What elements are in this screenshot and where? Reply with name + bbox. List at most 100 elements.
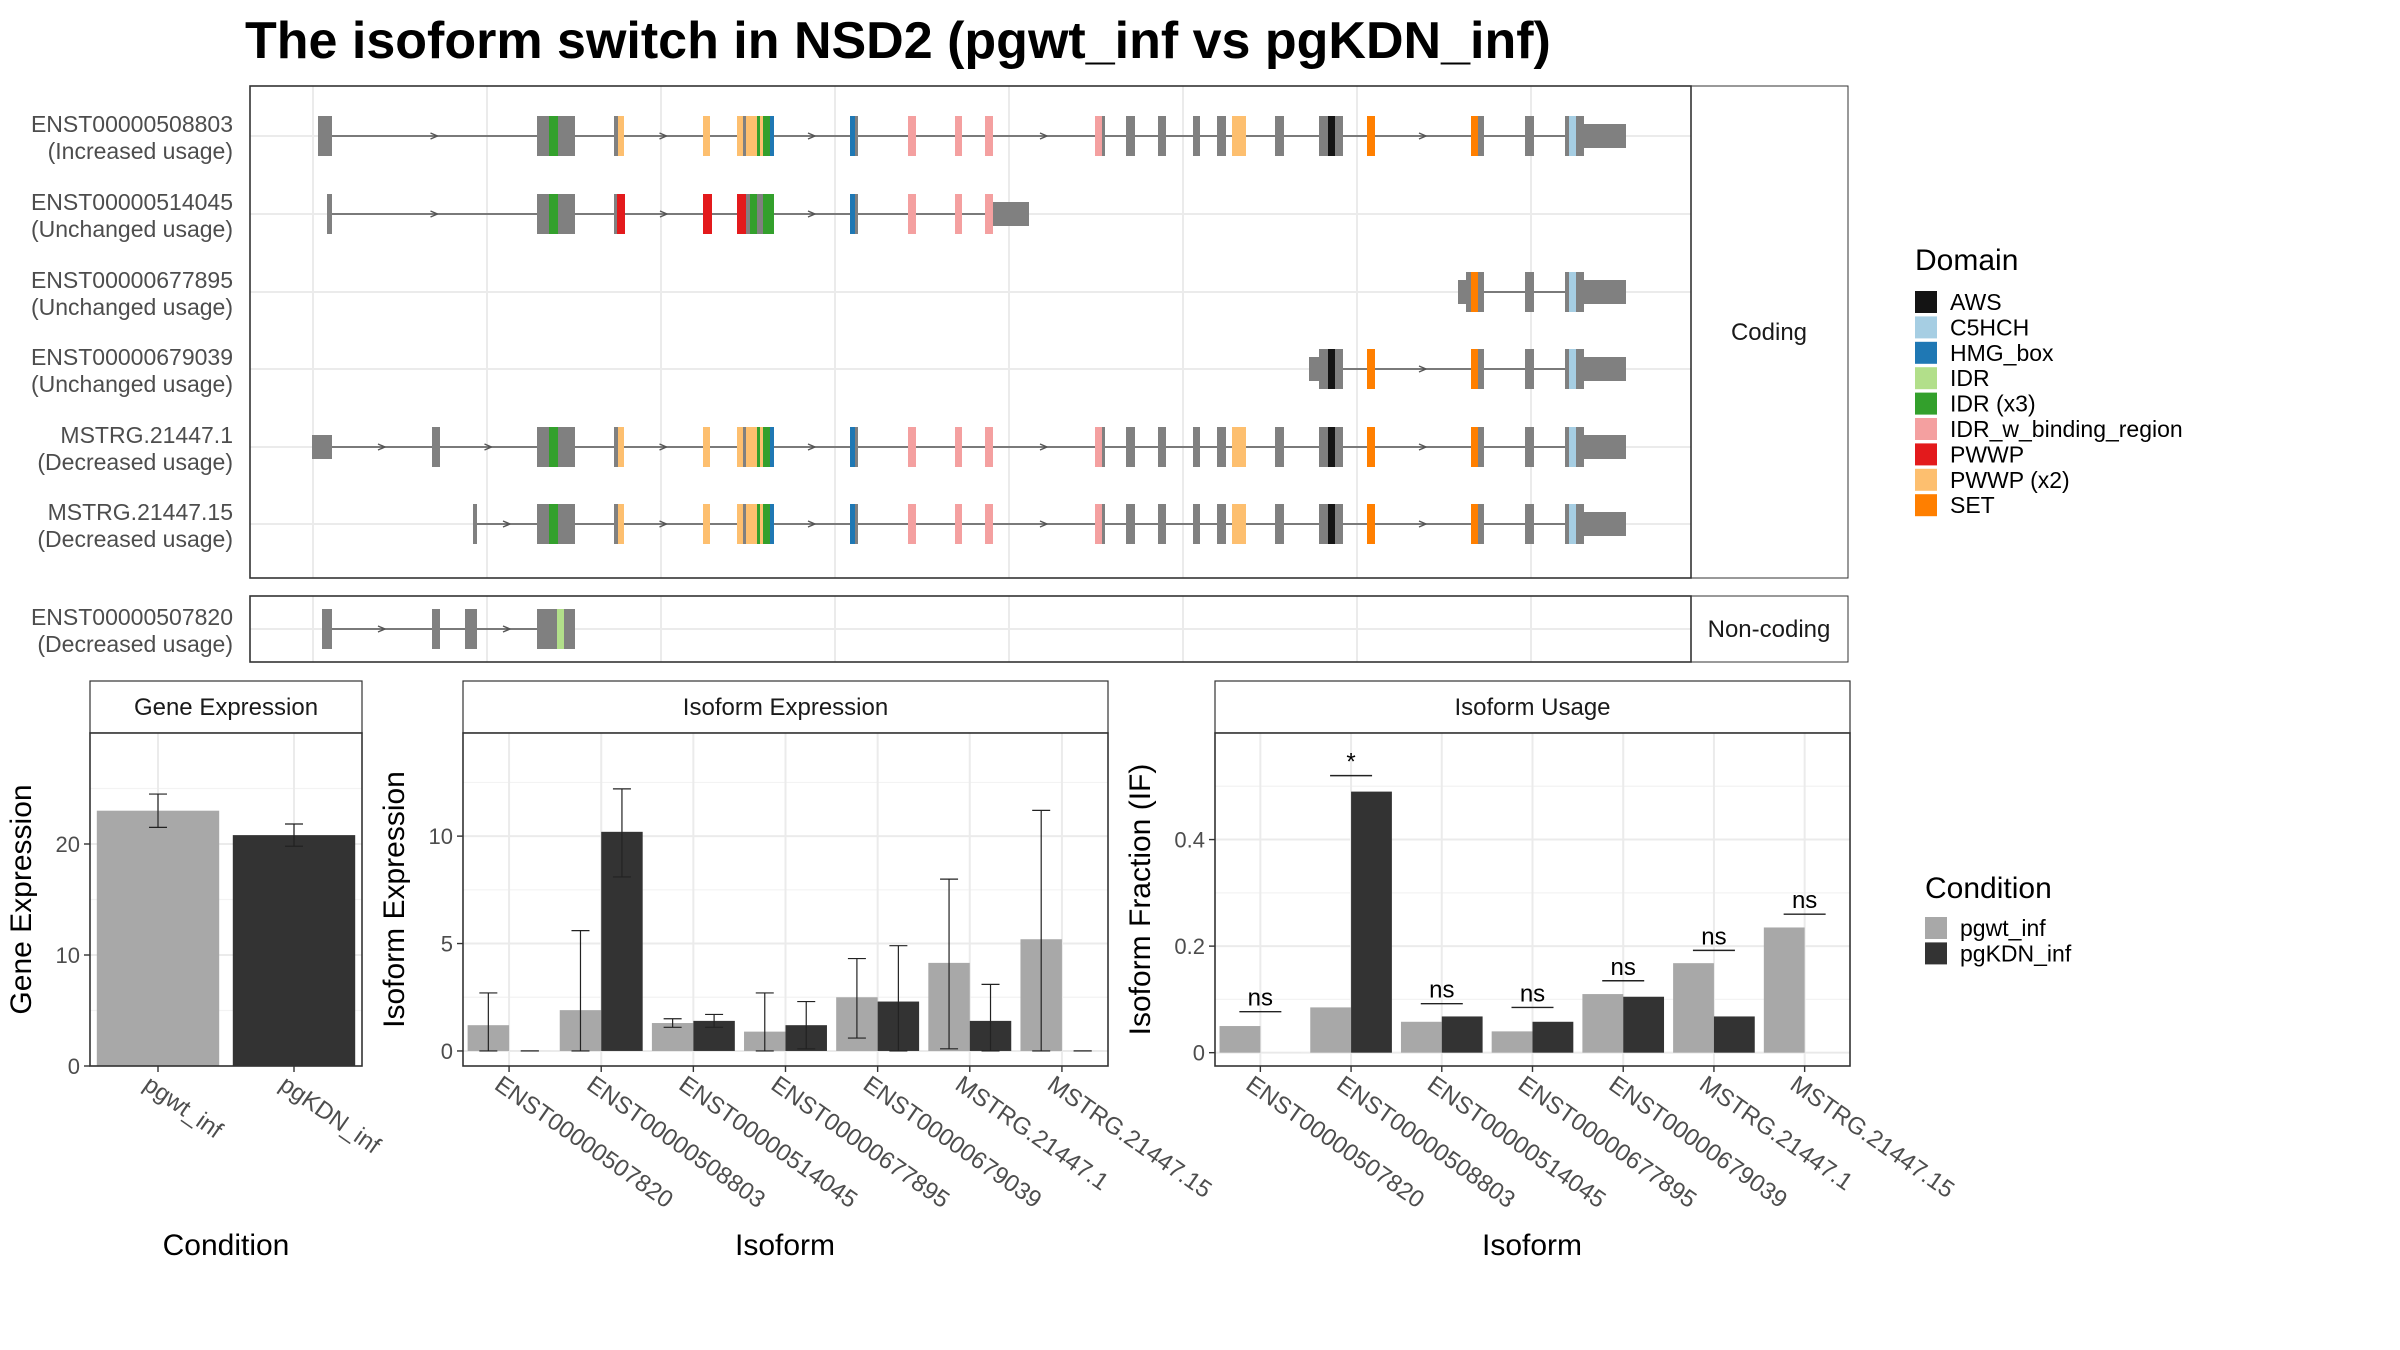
isoform-structure-panel: Coding Non-coding ENST00000508803(Increase… — [31, 85, 1849, 663]
exon-block — [1569, 504, 1576, 544]
isoform-id-label: ENST00000514045 — [31, 189, 233, 215]
isoform-id-label: MSTRG.21447.1 — [60, 422, 233, 448]
bar — [1763, 927, 1805, 1053]
transcript-4 — [312, 427, 1626, 467]
isoform-expression-chart: Isoform Expression0510ENST00000507820ENS… — [378, 680, 1216, 1262]
exon-block — [993, 202, 1029, 226]
domain-legend-swatch — [1915, 468, 1937, 491]
exon-block — [1328, 349, 1335, 389]
exon-block — [1471, 272, 1478, 312]
exon-block — [1471, 349, 1478, 389]
exon-block — [1471, 116, 1478, 156]
exon-block — [549, 427, 558, 467]
transcript-2 — [1458, 272, 1626, 312]
isoform-status-label: (Decreased usage) — [37, 449, 233, 475]
direction-arrow — [1418, 365, 1428, 373]
exon-block — [746, 504, 757, 544]
exon-block — [1367, 504, 1375, 544]
exon-block — [1576, 504, 1584, 544]
direction-arrow — [1418, 132, 1428, 140]
exon-block — [1102, 116, 1105, 156]
direction-arrow — [807, 210, 817, 218]
significance-label: * — [1346, 749, 1355, 776]
exon-block — [537, 116, 549, 156]
exon-block — [1569, 349, 1576, 389]
exon-block — [549, 504, 558, 544]
exon-block — [1275, 427, 1284, 467]
direction-arrow — [502, 520, 512, 528]
exon-block — [763, 504, 770, 544]
coding-panel-bg — [250, 86, 1691, 578]
exon-block — [1335, 349, 1343, 389]
isoform-status-label: (Unchanged usage) — [31, 216, 233, 242]
significance-label: ns — [1520, 980, 1545, 1007]
exon-block — [1328, 504, 1335, 544]
exon-block — [746, 194, 750, 234]
exon-block — [703, 116, 710, 156]
exon-block — [703, 504, 710, 544]
noncoding-panel-border — [249, 595, 1692, 663]
exon-block — [618, 116, 624, 156]
exon-block — [757, 504, 760, 544]
y-axis-title: Isoform Expression — [378, 771, 411, 1028]
exon-block — [743, 504, 746, 544]
exon-block — [1319, 349, 1328, 389]
exon-block — [473, 504, 477, 544]
domain-legend-label: PWWP (x2) — [1950, 467, 2070, 493]
x-tick-label: MSTRG.21447.1 — [1694, 1071, 1857, 1196]
domain-legend-label: SET — [1950, 492, 1995, 518]
exon-block — [850, 194, 855, 234]
exon-block — [760, 116, 763, 156]
direction-arrow — [1418, 520, 1428, 528]
isoform-id-label: ENST00000679039 — [31, 344, 233, 370]
transcript-0 — [318, 116, 1626, 156]
bar — [1219, 1026, 1261, 1053]
exon-block — [1576, 349, 1584, 389]
exon-block — [955, 504, 962, 544]
exon-block — [1367, 116, 1375, 156]
y-tick-label: 5 — [441, 932, 453, 957]
exon-block — [1525, 349, 1534, 389]
direction-arrow — [502, 625, 512, 633]
domain-legend-label: PWWP — [1950, 441, 2024, 467]
transcript-6 — [322, 609, 575, 649]
significance-label: ns — [1792, 887, 1817, 914]
domain-legend-swatch — [1915, 443, 1937, 466]
exon-block — [558, 116, 575, 156]
exon-block — [465, 609, 477, 649]
exon-block — [1584, 124, 1626, 148]
exon-block — [955, 194, 962, 234]
x-tick-label: MSTRG.21447.15 — [1042, 1071, 1216, 1204]
x-axis-title: Condition — [163, 1229, 290, 1262]
domain-legend-swatch — [1915, 494, 1937, 517]
direction-arrow — [430, 210, 440, 218]
x-tick-label: MSTRG.21447.1 — [950, 1071, 1113, 1196]
exon-block — [955, 116, 962, 156]
direction-arrow — [659, 520, 669, 528]
direction-arrow — [484, 443, 494, 451]
bar — [1491, 1031, 1533, 1053]
isoform-status-label: (Decreased usage) — [37, 631, 233, 657]
exon-block — [1193, 504, 1200, 544]
exon-block — [1335, 504, 1343, 544]
exon-block — [1525, 116, 1534, 156]
exon-block — [1576, 272, 1584, 312]
exon-block — [1525, 504, 1534, 544]
exon-block — [1335, 427, 1343, 467]
exon-block — [1328, 116, 1335, 156]
exon-block — [1335, 116, 1343, 156]
isoform-status-label: (Unchanged usage) — [31, 294, 233, 320]
exon-block — [1319, 116, 1328, 156]
direction-arrow — [659, 210, 669, 218]
facet-strip — [1214, 680, 1851, 734]
exon-block — [1158, 427, 1166, 467]
exon-block — [770, 116, 774, 156]
exon-block — [750, 194, 757, 234]
exon-block — [760, 504, 763, 544]
exon-block — [746, 427, 757, 467]
exon-block — [770, 427, 774, 467]
exon-block — [1471, 504, 1478, 544]
transcript-1 — [327, 194, 1029, 234]
